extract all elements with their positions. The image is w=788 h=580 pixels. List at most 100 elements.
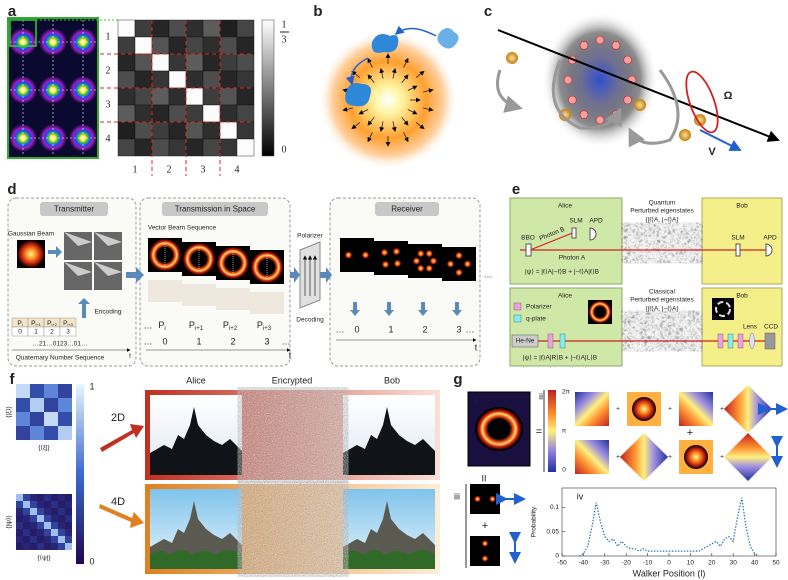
matrix-cell xyxy=(58,515,65,522)
apd xyxy=(765,243,773,257)
symbol-sub: i+1 xyxy=(195,326,204,332)
matrix-cell xyxy=(202,70,221,89)
matrix-cell xyxy=(16,412,30,426)
petal xyxy=(595,35,605,45)
matrix-cell xyxy=(236,70,255,89)
label: 0 xyxy=(89,556,94,566)
matrix-cell xyxy=(30,494,37,501)
label: ii xyxy=(539,391,543,401)
label: 3 xyxy=(201,164,206,175)
alice-box xyxy=(509,197,623,285)
label: 2 xyxy=(106,65,111,76)
label: 1 xyxy=(106,31,111,42)
petal xyxy=(611,41,621,50)
ccd xyxy=(764,332,776,350)
lobe xyxy=(344,251,353,259)
matrix-cell xyxy=(65,501,72,508)
lobe xyxy=(393,259,402,268)
symbol-main: P xyxy=(257,320,263,330)
label: + xyxy=(687,427,693,439)
matrix-cell xyxy=(58,426,72,440)
label: -40 xyxy=(579,560,589,567)
arrow-4d xyxy=(99,504,144,528)
flow-arrow xyxy=(290,267,300,283)
lobe xyxy=(412,257,421,265)
label: f xyxy=(10,371,16,388)
label: 3 xyxy=(456,324,461,334)
symbol-sub: i+3 xyxy=(67,322,73,327)
matrix-cell xyxy=(16,543,23,550)
symbol: Pi+1 xyxy=(31,320,42,327)
matrix-cell xyxy=(65,536,72,543)
symbol: Pi+2 xyxy=(47,320,58,327)
down-arrow xyxy=(418,302,428,316)
label: APD xyxy=(589,218,603,225)
matrix-cell xyxy=(151,36,170,55)
matrix-cell xyxy=(37,508,44,515)
lobe xyxy=(455,251,463,260)
label: |ψ⟩ = |ℓ⟩A|R⟩B + |−ℓ⟩A|L⟩B xyxy=(523,354,597,362)
field-arrow xyxy=(379,68,385,79)
petal xyxy=(579,110,589,119)
label: {|ξ⟩} xyxy=(5,405,13,417)
matrix-cell xyxy=(219,138,238,157)
symbol-sub: i xyxy=(22,322,23,327)
matrix-cell xyxy=(117,53,136,72)
label: {⟨ψ|} xyxy=(37,554,51,562)
label: = xyxy=(536,426,542,438)
label: V xyxy=(708,146,716,158)
label: Decoding xyxy=(296,317,324,324)
label: Bob xyxy=(384,375,400,385)
highlight xyxy=(9,19,37,47)
matrix-cell xyxy=(23,501,30,508)
matrix-cell xyxy=(30,384,44,398)
symbol-main: P xyxy=(158,320,164,330)
label: 1 xyxy=(34,329,38,336)
particle xyxy=(694,114,706,126)
beam xyxy=(529,231,576,251)
building xyxy=(343,501,435,569)
matrix-cell xyxy=(151,87,170,106)
matrix-cell xyxy=(37,501,44,508)
matrix-cell xyxy=(16,494,23,501)
matrix-cell xyxy=(168,104,187,123)
matrix-cell xyxy=(23,543,30,550)
lobe xyxy=(429,257,438,265)
label: 1 xyxy=(196,336,201,346)
field-arrow xyxy=(367,132,373,143)
label: -20 xyxy=(621,560,631,567)
phase-mode xyxy=(619,432,669,482)
label: {|ψ⟩} xyxy=(5,515,13,529)
velocity xyxy=(699,129,742,151)
label: 2π xyxy=(562,389,571,396)
field-arrow xyxy=(391,121,397,132)
label: 2 xyxy=(422,324,427,334)
symbol: Pi xyxy=(17,320,22,327)
apd xyxy=(589,227,597,241)
matrix-cell xyxy=(134,19,153,38)
label: 0 xyxy=(18,329,22,336)
molecule xyxy=(345,83,371,107)
building xyxy=(150,501,242,569)
symbol-main: P xyxy=(189,320,195,330)
speckle xyxy=(628,314,696,348)
label: {⟨ξ|} xyxy=(38,444,50,452)
matrix-cell xyxy=(30,543,37,550)
flow-arrow xyxy=(78,298,90,318)
field-arrow xyxy=(367,116,375,126)
matrix-cell xyxy=(30,515,37,522)
field-arrow xyxy=(423,107,434,112)
lobe xyxy=(425,249,433,258)
field-arrow xyxy=(367,74,375,84)
label: -10 xyxy=(643,560,653,567)
matrix-cell xyxy=(168,121,187,140)
matrix-cell xyxy=(168,87,187,106)
symbol: Pi xyxy=(158,320,165,331)
matrix-cell xyxy=(58,529,65,536)
label: 3 xyxy=(66,329,70,336)
symbol-main: P xyxy=(31,320,35,327)
light-beam xyxy=(542,12,658,148)
matrix-cell xyxy=(185,53,204,72)
field-arrow xyxy=(407,109,418,115)
